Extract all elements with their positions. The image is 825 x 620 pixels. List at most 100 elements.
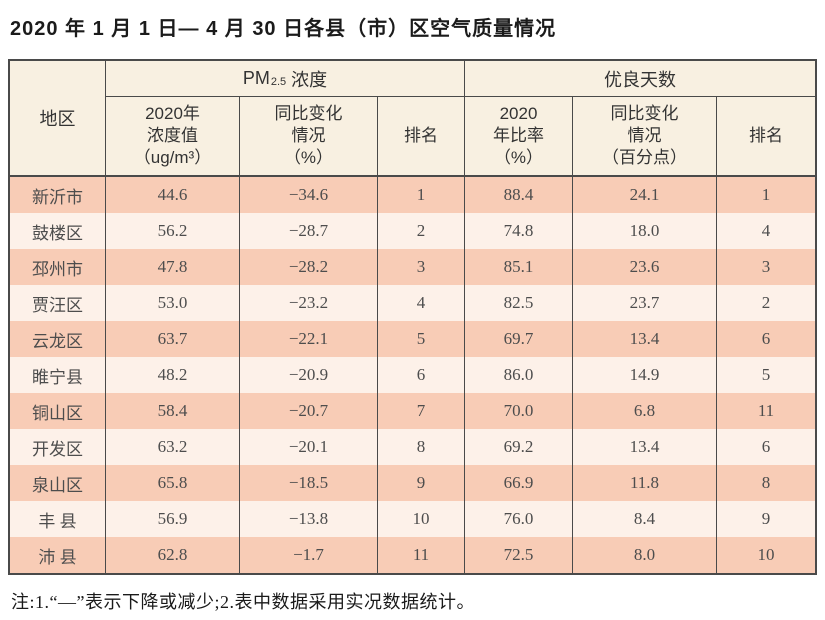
rank-cell: 10 [717, 537, 815, 573]
group-header-good-days: 优良天数 [465, 61, 815, 97]
region-cell: 贾汪区 [10, 285, 106, 321]
ratio-cell: 74.8 [465, 213, 573, 249]
pm-value-cell: 62.8 [106, 537, 240, 573]
rank-cell: 4 [717, 213, 815, 249]
header-line: 年比率 [493, 126, 544, 146]
rank-cell: 2 [717, 285, 815, 321]
rank-cell: 5 [717, 357, 815, 393]
column-header-ratio-change: 同比变化 情况 （百分点） [573, 97, 717, 177]
group-header-pm25: PM 2.5 浓度 [106, 61, 465, 97]
pm-change-cell: −28.2 [240, 249, 378, 285]
pm-value-cell: 56.2 [106, 213, 240, 249]
pm-rank-cell: 10 [378, 501, 465, 537]
rank-cell: 1 [717, 177, 815, 213]
pm-value-cell: 63.7 [106, 321, 240, 357]
pm-rank-cell: 3 [378, 249, 465, 285]
ratio-cell: 82.5 [465, 285, 573, 321]
pm-rank-cell: 7 [378, 393, 465, 429]
ratio-cell: 86.0 [465, 357, 573, 393]
pm-change-cell: −13.8 [240, 501, 378, 537]
region-cell: 开发区 [10, 429, 106, 465]
rank-cell: 3 [717, 249, 815, 285]
rank-cell: 9 [717, 501, 815, 537]
pm-rank-cell: 6 [378, 357, 465, 393]
column-header-region: 地区 [10, 61, 106, 177]
pm-rank-cell: 4 [378, 285, 465, 321]
header-line: 同比变化 [610, 104, 679, 124]
column-header-pm-rank: 排名 [378, 97, 465, 177]
pm-value-cell: 48.2 [106, 357, 240, 393]
region-cell: 丰 县 [10, 501, 106, 537]
ratio-change-cell: 6.8 [573, 393, 717, 429]
header-line: 情况 [627, 126, 662, 146]
region-cell: 沛 县 [10, 537, 106, 573]
ratio-change-cell: 13.4 [573, 321, 717, 357]
rank-cell: 8 [717, 465, 815, 501]
region-cell: 睢宁县 [10, 357, 106, 393]
region-cell: 云龙区 [10, 321, 106, 357]
pm-change-cell: −1.7 [240, 537, 378, 573]
rank-cell: 6 [717, 321, 815, 357]
pm-value-cell: 47.8 [106, 249, 240, 285]
ratio-change-cell: 8.4 [573, 501, 717, 537]
region-cell: 新沂市 [10, 177, 106, 213]
header-line: （%） [493, 147, 544, 167]
ratio-cell: 66.9 [465, 465, 573, 501]
pm-rank-cell: 8 [378, 429, 465, 465]
header-line: （百分点） [602, 147, 687, 167]
ratio-change-cell: 8.0 [573, 537, 717, 573]
column-header-pm-change: 同比变化 情况 （%） [240, 97, 378, 177]
pm-change-cell: −20.1 [240, 429, 378, 465]
pm-value-cell: 63.2 [106, 429, 240, 465]
pm-change-cell: −28.7 [240, 213, 378, 249]
region-cell: 泉山区 [10, 465, 106, 501]
pm-change-cell: −20.7 [240, 393, 378, 429]
pm-rank-cell: 2 [378, 213, 465, 249]
region-cell: 邳州市 [10, 249, 106, 285]
header-line: （ug/m³） [133, 147, 212, 167]
pm-rank-cell: 11 [378, 537, 465, 573]
column-header-pm-value: 2020年 浓度值 （ug/m³） [106, 97, 240, 177]
pm-value-cell: 56.9 [106, 501, 240, 537]
ratio-cell: 88.4 [465, 177, 573, 213]
ratio-cell: 85.1 [465, 249, 573, 285]
ratio-cell: 70.0 [465, 393, 573, 429]
header-line: 情况 [291, 126, 326, 146]
ratio-change-cell: 23.7 [573, 285, 717, 321]
ratio-cell: 72.5 [465, 537, 573, 573]
rank-cell: 6 [717, 429, 815, 465]
column-header-rank: 排名 [717, 97, 815, 177]
ratio-change-cell: 18.0 [573, 213, 717, 249]
pm-rank-cell: 1 [378, 177, 465, 213]
pm-value-cell: 65.8 [106, 465, 240, 501]
ratio-change-cell: 11.8 [573, 465, 717, 501]
pm-rank-cell: 9 [378, 465, 465, 501]
ratio-change-cell: 13.4 [573, 429, 717, 465]
air-quality-table: 地区 PM 2.5 浓度 优良天数 2020年 浓度值 （ug/m³） 同比变化 情… [8, 59, 817, 575]
header-line: 2020 [499, 104, 538, 124]
region-cell: 铜山区 [10, 393, 106, 429]
page-title: 2020 年 1 月 1 日— 4 月 30 日各县（市）区空气质量情况 [10, 18, 557, 40]
ratio-cell: 69.2 [465, 429, 573, 465]
ratio-cell: 76.0 [465, 501, 573, 537]
pm-rank-cell: 5 [378, 321, 465, 357]
column-header-ratio: 2020 年比率 （%） [465, 97, 573, 177]
pm-value-cell: 58.4 [106, 393, 240, 429]
header-line: 同比变化 [274, 104, 343, 124]
ratio-cell: 69.7 [465, 321, 573, 357]
pm-change-cell: −22.1 [240, 321, 378, 357]
ratio-change-cell: 23.6 [573, 249, 717, 285]
pm-change-cell: −18.5 [240, 465, 378, 501]
rank-cell: 11 [717, 393, 815, 429]
header-line: 2020年 [145, 104, 200, 124]
ratio-change-cell: 24.1 [573, 177, 717, 213]
header-line: 浓度值 [147, 126, 198, 146]
pm-change-cell: −34.6 [240, 177, 378, 213]
pm25-label-suffix: 浓度 [291, 69, 328, 90]
ratio-change-cell: 14.9 [573, 357, 717, 393]
region-cell: 鼓楼区 [10, 213, 106, 249]
pm-value-cell: 44.6 [106, 177, 240, 213]
pm-change-cell: −20.9 [240, 357, 378, 393]
pm25-label-prefix: PM [242, 68, 270, 88]
